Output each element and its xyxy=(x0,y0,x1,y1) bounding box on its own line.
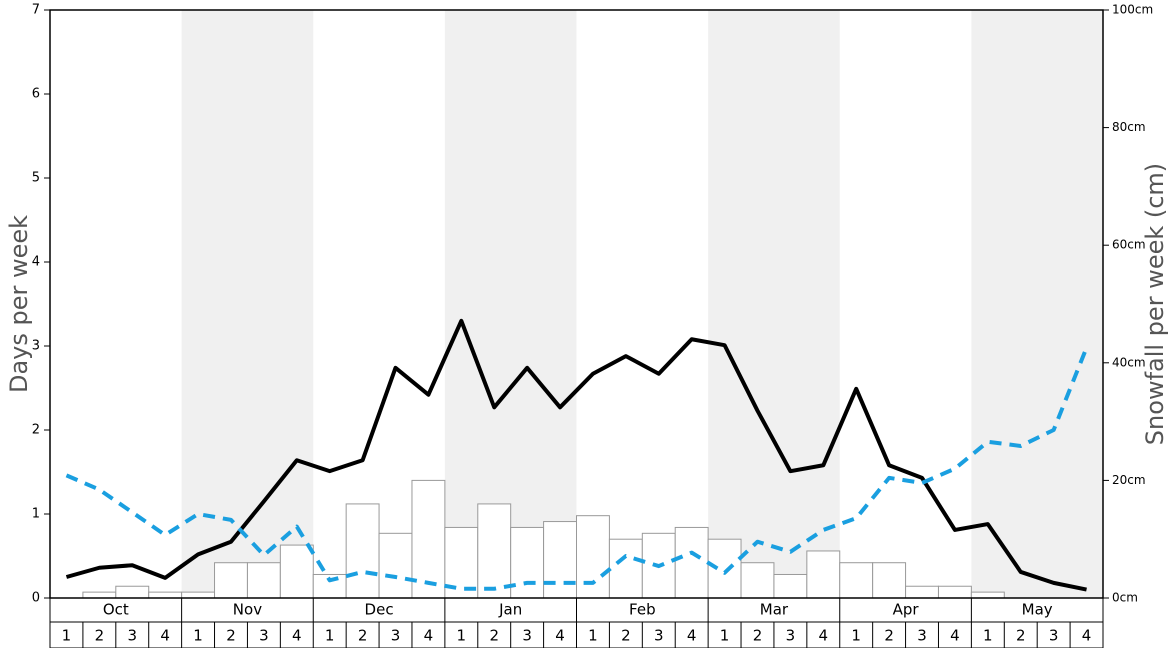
week-label: 1 xyxy=(193,627,203,645)
y-tick-label: 4 xyxy=(32,255,40,270)
week-label: 4 xyxy=(819,627,829,645)
bar xyxy=(345,503,380,599)
y-axis-label: Days per week xyxy=(5,215,33,393)
week-label: 1 xyxy=(588,627,598,645)
week-label: 4 xyxy=(424,627,434,645)
bar xyxy=(740,562,775,599)
y2-tick-label: 60cm xyxy=(1112,238,1146,252)
week-label: 1 xyxy=(325,627,335,645)
week-label: 4 xyxy=(687,627,697,645)
week-label: 4 xyxy=(160,627,170,645)
week-label: 4 xyxy=(950,627,960,645)
bar xyxy=(411,479,446,599)
week-label: 4 xyxy=(1082,627,1092,645)
bar xyxy=(82,591,117,599)
y-tick-label: 7 xyxy=(32,3,40,18)
y2-axis-label: Snowfall per week (cm) xyxy=(1141,163,1168,445)
week-label: 1 xyxy=(62,627,72,645)
week-label: 3 xyxy=(127,627,137,645)
month-band xyxy=(708,10,840,598)
y-tick-label: 0 xyxy=(32,591,40,606)
bar xyxy=(214,562,248,599)
week-label: 1 xyxy=(983,627,993,645)
bar xyxy=(905,585,939,599)
week-label: 4 xyxy=(555,627,565,645)
bar xyxy=(181,591,216,599)
week-label: 1 xyxy=(851,627,861,645)
bar xyxy=(773,573,808,599)
bar xyxy=(970,591,1005,599)
week-label: 3 xyxy=(259,627,269,645)
month-band xyxy=(444,10,577,598)
y-tick-label: 6 xyxy=(32,87,40,102)
week-label: 2 xyxy=(884,627,894,645)
week-label: 3 xyxy=(654,627,664,645)
bar xyxy=(937,585,972,599)
y2-tick-label: 0cm xyxy=(1112,591,1138,605)
y2-tick-label: 20cm xyxy=(1112,473,1146,487)
week-label: 1 xyxy=(457,627,467,645)
month-label: Nov xyxy=(233,601,262,619)
bar xyxy=(543,521,577,599)
month-label: Apr xyxy=(893,601,920,619)
week-label: 3 xyxy=(917,627,927,645)
week-label: 2 xyxy=(226,627,236,645)
week-label: 2 xyxy=(753,627,763,645)
week-label: 3 xyxy=(1049,627,1059,645)
bar xyxy=(674,526,709,599)
week-label: 2 xyxy=(621,627,631,645)
y-tick-label: 2 xyxy=(32,423,40,438)
week-label: 4 xyxy=(292,627,302,645)
y2-tick-label: 100cm xyxy=(1112,3,1153,17)
bar xyxy=(510,526,545,599)
week-label: 3 xyxy=(391,627,401,645)
week-label: 2 xyxy=(358,627,368,645)
bar xyxy=(806,550,841,599)
bar xyxy=(872,562,907,599)
month-label: Feb xyxy=(629,601,656,619)
y-tick-label: 1 xyxy=(32,507,40,522)
y2-tick-label: 40cm xyxy=(1112,355,1146,369)
bar xyxy=(576,515,610,599)
bar xyxy=(608,538,643,599)
bar xyxy=(477,503,512,599)
week-label: 3 xyxy=(522,627,532,645)
bar xyxy=(378,532,413,599)
month-label: Mar xyxy=(760,601,789,619)
y-tick-label: 5 xyxy=(32,171,40,186)
week-label: 2 xyxy=(489,627,499,645)
line xyxy=(65,318,1087,592)
month-label: Dec xyxy=(365,601,394,619)
bar xyxy=(148,591,183,599)
month-band xyxy=(181,10,314,598)
week-label: 2 xyxy=(1016,627,1026,645)
week-label: 1 xyxy=(720,627,730,645)
bar xyxy=(707,538,742,599)
bar xyxy=(246,562,281,599)
bar xyxy=(279,544,314,599)
month-label: Jan xyxy=(498,601,522,619)
y-tick-label: 3 xyxy=(32,339,40,354)
week-label: 2 xyxy=(95,627,105,645)
week-label: 3 xyxy=(786,627,796,645)
month-band xyxy=(971,10,1103,598)
month-label: May xyxy=(1022,601,1053,619)
bar xyxy=(115,585,150,599)
bar xyxy=(839,562,874,599)
y2-tick-label: 80cm xyxy=(1112,120,1146,134)
month-label: Oct xyxy=(103,601,129,619)
